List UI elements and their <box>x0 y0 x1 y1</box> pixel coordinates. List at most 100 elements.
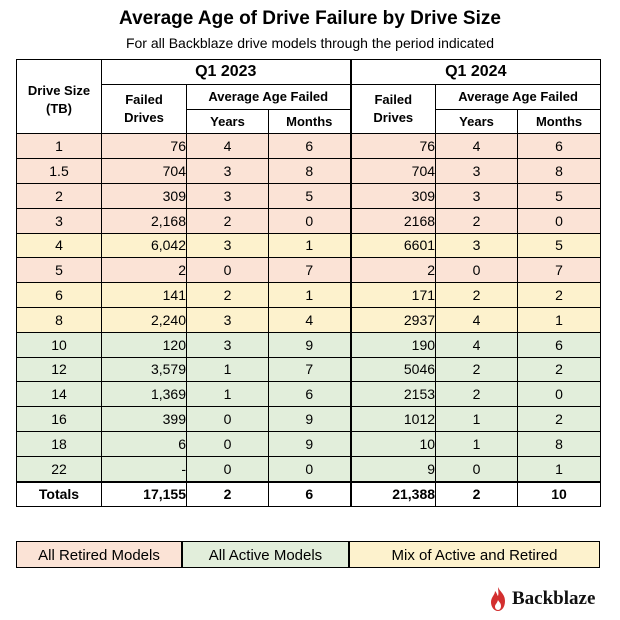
cell-months-2024: 5 <box>517 232 602 259</box>
cell-years-2024: 2 <box>435 282 519 308</box>
flame-icon <box>491 587 505 611</box>
cell-years-2023: 0 <box>186 257 269 284</box>
cell-months-2023: 4 <box>267 306 352 333</box>
cell-failed-2024: 2 <box>349 257 437 284</box>
table-row: 22-0 0 9 0 1 <box>16 455 602 483</box>
backblaze-logo: Backblaze <box>488 585 595 613</box>
cell-years-2024: 2 <box>435 381 519 408</box>
table-row: 18 6 0 9 10 1 8 <box>16 430 602 457</box>
cell-failed-2023: 141 <box>101 282 187 308</box>
cell-months-2024: 2 <box>517 406 602 432</box>
cell-months-2024: 5 <box>517 182 602 209</box>
table-row: 14 1,369 1 6 2153 2 0 <box>16 381 602 408</box>
cell-months-2024: 0 <box>517 207 602 234</box>
table-row: 2 309 3 5 309 3 5 <box>16 182 602 209</box>
header-months-2023: Months <box>267 108 352 135</box>
page-title: Average Age of Drive Failure by Drive Si… <box>119 8 501 29</box>
cell-years-2024: 0 <box>435 455 519 483</box>
cell-failed-2023: 76 <box>101 133 187 160</box>
cell-months-2024: 6 <box>517 331 602 358</box>
cell-drive-size: 2 <box>16 182 102 209</box>
header-years-2023: Years <box>186 108 269 135</box>
cell-failed-2024: 309 <box>349 182 437 209</box>
cell-months-2023: 8 <box>267 158 352 184</box>
cell-months-2024: 1 <box>517 306 602 333</box>
cell-years-2024: 4 <box>435 133 519 160</box>
cell-months-2024: 8 <box>517 158 602 184</box>
cell-months-2023: 6 <box>267 133 352 160</box>
cell-months-2023: 7 <box>267 356 352 383</box>
cell-drive-size: 5 <box>16 257 102 284</box>
table-row: 8 2,240 3 4 2937 4 1 <box>16 306 602 333</box>
cell-years-2024: 2 <box>435 207 519 234</box>
cell-drive-size: 10 <box>16 331 102 358</box>
cell-drive-size: 12 <box>16 356 102 383</box>
cell-months-2023: 9 <box>267 406 352 432</box>
cell-drive-size: 1.5 <box>16 158 102 184</box>
cell-months-2023: 1 <box>267 232 352 259</box>
cell-failed-2023: 1,369 <box>101 381 187 408</box>
header-failed-drives-2024-label: Failed Drives <box>373 92 414 126</box>
cell-years-2024: 3 <box>435 158 519 184</box>
cell-failed-2023: 399 <box>101 406 187 432</box>
cell-failed-2023: 2,168 <box>101 207 187 234</box>
cell-failed-2024: 2153 <box>349 381 437 408</box>
cell-months-2024: 2 <box>517 356 602 383</box>
header-failed-drives-2024: Failed Drives <box>349 83 437 135</box>
cell-months-2023: 0 <box>267 455 352 483</box>
cell-years-2024: 4 <box>435 331 519 358</box>
header-failed-drives-2023-label: Failed Drives <box>124 92 164 126</box>
cell-years-2024: 2 <box>435 356 519 383</box>
cell-failed-2024: 1012 <box>349 406 437 432</box>
cell-years-2023: 2 <box>186 207 269 234</box>
cell-years-2023: 0 <box>186 455 269 483</box>
totals-failed-2024: 21,388 <box>349 480 437 508</box>
cell-years-2024: 3 <box>435 232 519 259</box>
table-row: 3 2,168 2 0 2168 2 0 <box>16 207 602 234</box>
table-row: 6 141 2 1 171 2 2 <box>16 282 602 308</box>
cell-failed-2023: - <box>101 455 187 483</box>
cell-failed-2023: 120 <box>101 331 187 358</box>
cell-months-2023: 6 <box>267 381 352 408</box>
cell-failed-2024: 2937 <box>349 306 437 333</box>
cell-failed-2023: 2,240 <box>101 306 187 333</box>
header-years-2024: Years <box>435 108 519 135</box>
cell-drive-size: 4 <box>16 232 102 259</box>
cell-failed-2023: 6,042 <box>101 232 187 259</box>
cell-years-2023: 3 <box>186 306 269 333</box>
cell-failed-2024: 76 <box>349 133 437 160</box>
table-row: 1 76 4 6 76 4 6 <box>16 133 602 160</box>
table-row: 1.5 704 3 8 704 3 8 <box>16 158 602 184</box>
cell-drive-size: 18 <box>16 430 102 457</box>
cell-years-2023: 2 <box>186 282 269 308</box>
failure-age-table: Drive Size (TB) Q1 2023 Q1 2024 Failed D… <box>16 58 602 508</box>
header-drive-size: Drive Size (TB) <box>16 58 102 135</box>
cell-failed-2023: 3,579 <box>101 356 187 383</box>
totals-label: Totals <box>16 480 102 508</box>
cell-failed-2024: 5046 <box>349 356 437 383</box>
cell-months-2023: 9 <box>267 331 352 358</box>
cell-months-2024: 0 <box>517 381 602 408</box>
cell-drive-size: 6 <box>16 282 102 308</box>
table-row: 4 6,042 3 1 6601 3 5 <box>16 232 602 259</box>
cell-failed-2024: 704 <box>349 158 437 184</box>
totals-months-2024: 10 <box>517 480 602 508</box>
page-subtitle: For all Backblaze drive models through t… <box>125 35 495 51</box>
cell-months-2023: 0 <box>267 207 352 234</box>
cell-months-2024: 7 <box>517 257 602 284</box>
cell-years-2023: 3 <box>186 232 269 259</box>
legend-active: All Active Models <box>182 541 349 568</box>
cell-failed-2023: 309 <box>101 182 187 209</box>
cell-years-2023: 3 <box>186 158 269 184</box>
header-q1-2023: Q1 2023 <box>100 59 352 85</box>
legend-mix: Mix of Active and Retired <box>349 541 600 568</box>
cell-months-2023: 9 <box>267 430 352 457</box>
cell-years-2023: 3 <box>186 331 269 358</box>
cell-years-2024: 0 <box>435 257 519 284</box>
cell-years-2024: 4 <box>435 306 519 333</box>
cell-years-2024: 3 <box>435 182 519 209</box>
cell-failed-2024: 2168 <box>349 207 437 234</box>
cell-failed-2023: 6 <box>101 430 187 457</box>
cell-years-2023: 1 <box>186 356 269 383</box>
